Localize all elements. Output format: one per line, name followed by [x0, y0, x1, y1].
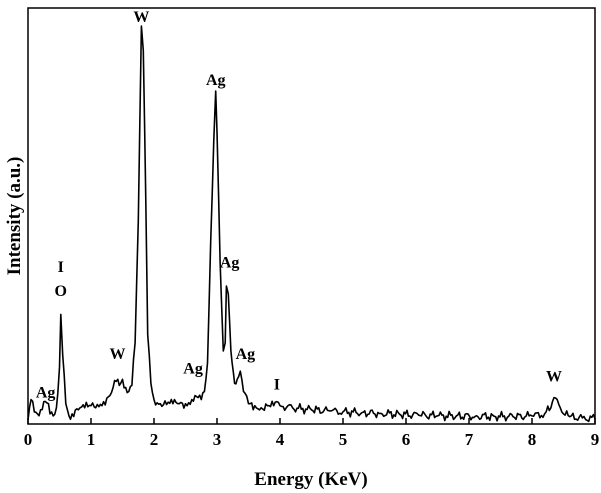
- x-tick-label: 8: [528, 430, 537, 449]
- peak-label: W: [546, 368, 562, 385]
- peak-label: Ag: [206, 72, 226, 89]
- spectrum-line: [27, 25, 596, 423]
- x-tick-label: 5: [339, 430, 348, 449]
- peak-label: Ag: [220, 255, 240, 272]
- peak-label: W: [109, 346, 125, 363]
- x-axis-title: Energy (KeV): [254, 469, 367, 490]
- x-axis-tick-labels: 0 1 2 3 4 5 6 7 8 9: [24, 430, 600, 449]
- peak-label: I: [274, 376, 280, 393]
- y-axis-title: Intensity (a.u.): [4, 157, 25, 276]
- peak-label: Ag: [183, 360, 203, 377]
- x-tick-label: 9: [591, 430, 600, 449]
- x-tick-label: 2: [150, 430, 159, 449]
- peak-label: O: [55, 283, 67, 300]
- plot-frame: [27, 7, 596, 425]
- x-tick-label: 0: [24, 430, 33, 449]
- x-tick-label: 1: [87, 430, 96, 449]
- peak-label: W: [133, 9, 149, 26]
- x-axis-ticks: [27, 418, 596, 424]
- x-tick-label: 6: [402, 430, 411, 449]
- peak-label: Ag: [36, 385, 56, 402]
- x-tick-label: 4: [276, 430, 285, 449]
- x-tick-label: 7: [465, 430, 474, 449]
- peak-label: I: [58, 259, 64, 276]
- peak-label: Ag: [236, 346, 256, 363]
- x-tick-label: 3: [213, 430, 222, 449]
